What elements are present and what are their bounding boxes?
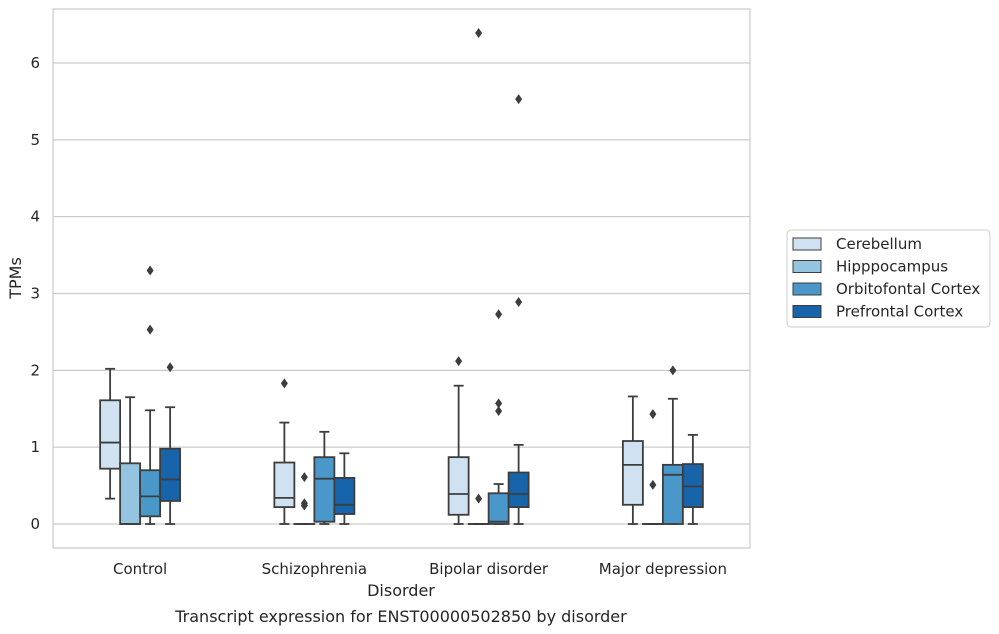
- outlier-point: [166, 362, 174, 373]
- x-tick-label: Major depression: [599, 560, 727, 578]
- legend-label: Cerebellum: [836, 235, 922, 253]
- box-hipppocampus: [641, 409, 664, 525]
- box-body: [139, 469, 162, 518]
- box-hipppocampus: [119, 396, 142, 525]
- box-body: [119, 462, 142, 525]
- box-cerebellum: [99, 367, 122, 500]
- y-tick-label: 3: [30, 285, 40, 303]
- outlier-point: [649, 409, 657, 420]
- legend-swatch: [792, 237, 822, 251]
- box-hipppocampus: [467, 28, 490, 525]
- box-orbitofontal-cortex: [661, 365, 684, 525]
- outlier-point: [495, 406, 503, 417]
- legend-swatch: [792, 282, 822, 296]
- legend-swatch: [792, 260, 822, 273]
- y-tick-label: 1: [30, 438, 40, 456]
- box-body: [447, 456, 470, 516]
- outlier-point: [649, 479, 657, 490]
- box-orbitofontal-cortex: [313, 430, 336, 525]
- outlier-point: [515, 296, 523, 307]
- box-hipppocampus: [293, 472, 316, 525]
- box-body: [273, 461, 296, 508]
- x-tick-label: Control: [113, 560, 167, 578]
- outlier-point: [669, 365, 677, 376]
- x-tick-labels: Control Schizophrenia Bipolar disorder Majo…: [113, 560, 727, 578]
- outlier-point: [495, 309, 503, 320]
- box-body: [313, 456, 336, 523]
- legend-frame: [786, 229, 991, 328]
- outlier-point: [280, 378, 288, 389]
- box-prefrontal-cortex: [333, 452, 356, 525]
- box-body: [487, 492, 510, 525]
- box-cerebellum: [447, 356, 470, 525]
- outlier-point: [475, 28, 483, 39]
- box-body: [99, 399, 122, 470]
- chart-title: Transcript expression for ENST0000050285…: [174, 607, 627, 626]
- outlier-point: [495, 398, 503, 409]
- box-prefrontal-cortex: [681, 433, 704, 525]
- box-body: [333, 476, 356, 515]
- y-tick-label: 2: [30, 361, 40, 379]
- box-orbitofontal-cortex: [487, 309, 510, 525]
- outlier-point: [300, 472, 308, 483]
- box-series-layer: [99, 28, 704, 525]
- outlier-point: [146, 324, 154, 335]
- legend-swatch: [792, 305, 822, 318]
- box-body: [159, 447, 182, 502]
- y-tick-label: 5: [30, 131, 40, 149]
- outlier-point: [146, 265, 154, 276]
- box-orbitofontal-cortex: [139, 265, 162, 525]
- x-axis-title: Disorder: [367, 581, 435, 600]
- box-prefrontal-cortex: [507, 94, 530, 525]
- plot-area-frame: [52, 8, 751, 549]
- y-tick-labels: 0 1 2 3 4 5 6: [30, 54, 40, 533]
- y-tick-label: 6: [30, 54, 40, 72]
- y-axis-title: TPMs: [6, 257, 25, 300]
- y-tick-label: 0: [30, 515, 40, 533]
- box-body: [661, 463, 684, 525]
- legend-label: Hipppocampus: [836, 258, 948, 276]
- box-body: [621, 440, 644, 506]
- outlier-point: [455, 356, 463, 367]
- legend-label: Prefrontal Cortex: [836, 303, 963, 321]
- box-cerebellum: [273, 378, 296, 525]
- legend-label: Orbitofontal Cortex: [836, 280, 980, 298]
- outlier-point: [300, 498, 308, 509]
- box-cerebellum: [621, 395, 644, 525]
- y-tick-label: 4: [30, 208, 40, 226]
- gridlines: [53, 62, 750, 525]
- legend: Cerebellum Hipppocampus Orbitofontal Corte…: [786, 229, 991, 328]
- outlier-point: [475, 493, 483, 504]
- box-body: [507, 471, 530, 508]
- box-prefrontal-cortex: [159, 362, 182, 525]
- x-tick-label: Schizophrenia: [262, 560, 367, 578]
- outlier-point: [515, 94, 523, 105]
- x-tick-label: Bipolar disorder: [429, 560, 549, 578]
